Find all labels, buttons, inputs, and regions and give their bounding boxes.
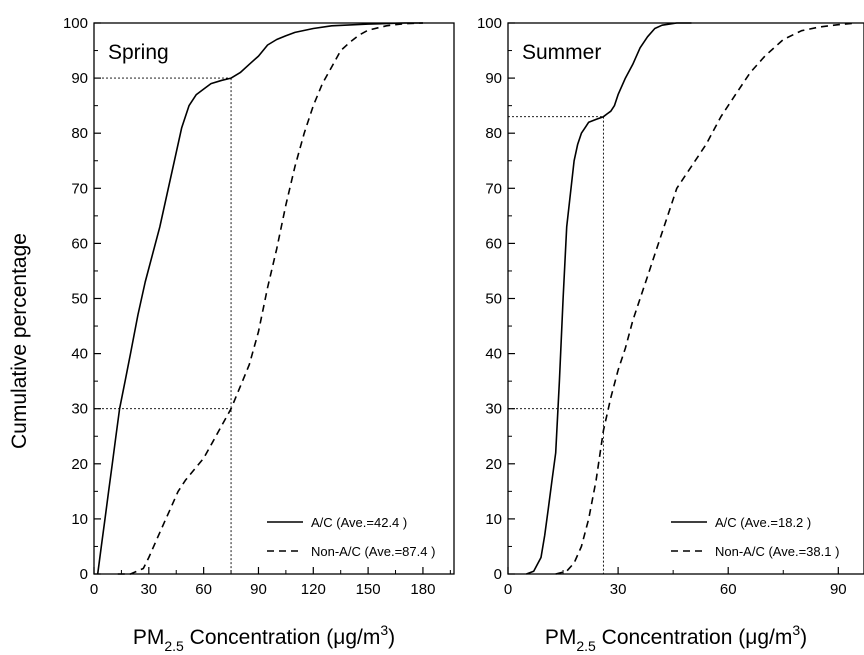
x-tick-label: 180	[410, 581, 435, 598]
spring-panel: 0 10 20 30 40 50 60 70 80 90 100 0 30 60 90 120 150 180 Sp…	[63, 15, 455, 654]
y-tick-label: 0	[494, 566, 502, 583]
y-tick-label: 10	[485, 511, 502, 528]
x-tick-label: 0	[90, 581, 98, 598]
x-tick-label: 60	[720, 581, 737, 598]
y-tick-label: 60	[71, 235, 88, 252]
y-tick-label: 30	[485, 401, 502, 418]
x-axis-label: PM2.5 Concentration (μg/m3)	[133, 622, 395, 654]
x-axis-label: PM2.5 Concentration (μg/m3)	[545, 622, 807, 654]
y-tick-label: 20	[71, 456, 88, 473]
y-tick-label: 50	[485, 291, 502, 308]
legend-label: A/C (Ave.=18.2 )	[715, 515, 811, 530]
y-tick-label: 70	[485, 180, 502, 197]
y-tick-label: 30	[71, 401, 88, 418]
y-tick-label: 0	[80, 566, 88, 583]
y-axis-label: Cumulative percentage	[8, 233, 31, 449]
legend-label: Non-A/C (Ave.=87.4 )	[311, 544, 435, 559]
y-tick-label: 80	[485, 125, 502, 142]
y-tick-label: 60	[485, 235, 502, 252]
y-tick-label: 90	[71, 70, 88, 87]
ac-series-line	[96, 22, 423, 575]
y-tick-label: 90	[485, 70, 502, 87]
y-tick-label: 50	[71, 291, 88, 308]
panel-title: Summer	[522, 41, 601, 64]
x-tick-label: 120	[301, 581, 326, 598]
y-tick-label: 100	[63, 15, 88, 32]
legend-label: A/C (Ave.=42.4 )	[311, 515, 407, 530]
y-tick-label: 10	[71, 511, 88, 528]
ac-series-line	[526, 22, 692, 575]
y-tick-label: 40	[71, 346, 88, 363]
x-tick-label: 90	[830, 581, 847, 598]
x-tick-label: 30	[140, 581, 157, 598]
non-ac-series-line	[117, 22, 423, 575]
y-axis-label-group: Cumulative percentage	[8, 233, 31, 449]
plot-frame	[93, 22, 455, 575]
x-tick-label: 60	[195, 581, 212, 598]
panel-title: Spring	[108, 41, 169, 64]
x-tick-label: 30	[610, 581, 627, 598]
y-tick-label: 70	[71, 180, 88, 197]
y-tick-label: 40	[485, 346, 502, 363]
legend-label: Non-A/C (Ave.=38.1 )	[715, 544, 839, 559]
y-tick-label: 20	[485, 456, 502, 473]
x-tick-label: 90	[250, 581, 267, 598]
x-tick-label: 0	[504, 581, 512, 598]
summer-panel: 0 10 20 30 40 50 60 70 80 90 100 0 30 60 90 Summer A/C (…	[477, 15, 864, 654]
non-ac-series-line	[555, 22, 857, 575]
plot-frame	[507, 22, 864, 575]
y-tick-label: 100	[477, 15, 502, 32]
y-tick-label: 80	[71, 125, 88, 142]
x-tick-label: 150	[356, 581, 381, 598]
